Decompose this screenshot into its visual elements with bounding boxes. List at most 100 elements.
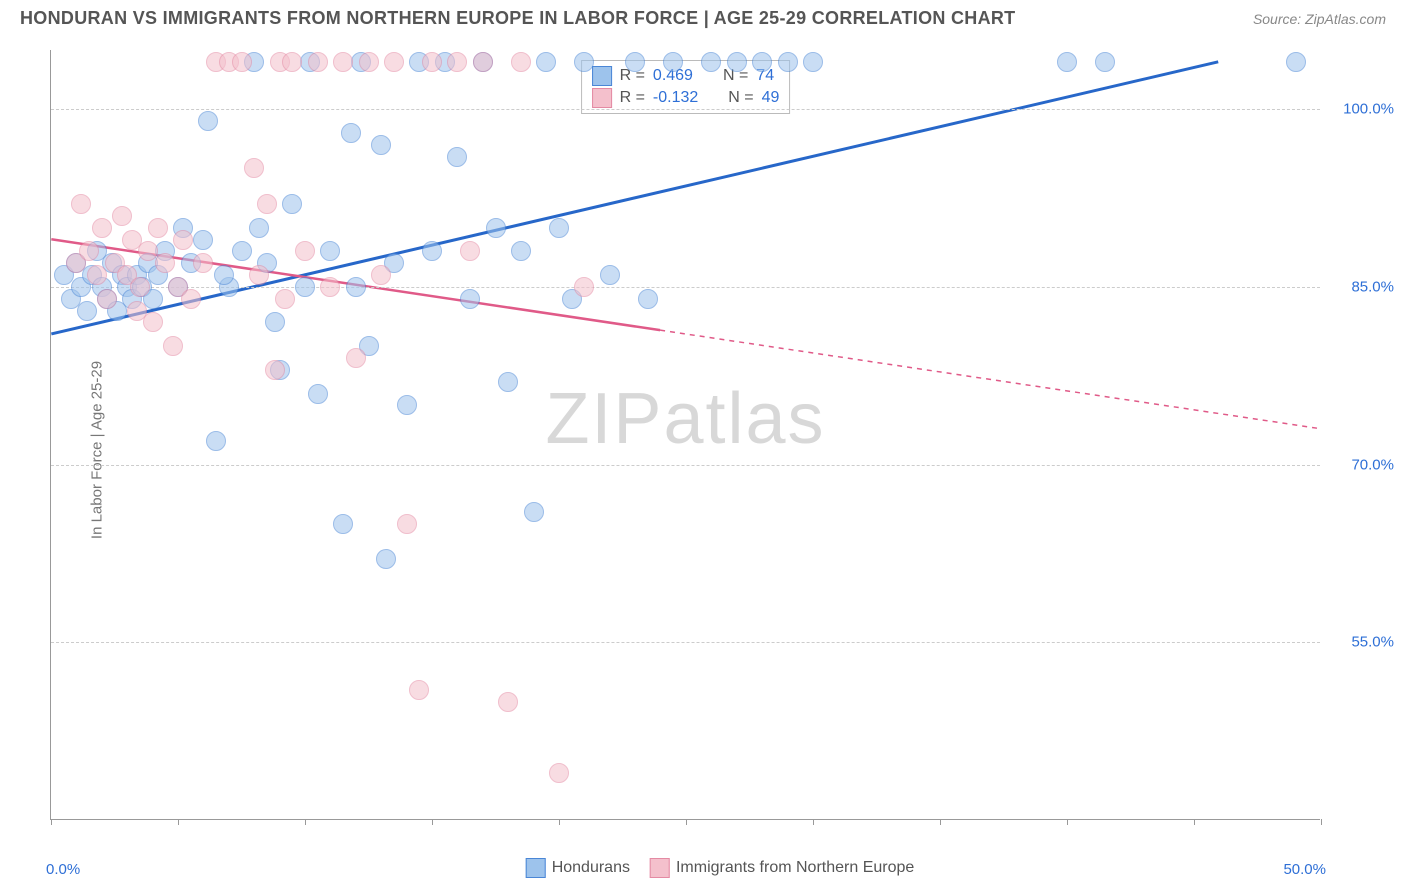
data-point (232, 52, 252, 72)
gridline-h (51, 465, 1320, 466)
data-point (77, 301, 97, 321)
legend-series-label: Immigrants from Northern Europe (676, 859, 914, 877)
data-point (663, 52, 683, 72)
data-point (498, 692, 518, 712)
data-point (127, 301, 147, 321)
data-point (460, 289, 480, 309)
data-point (198, 111, 218, 131)
data-point (511, 241, 531, 261)
data-point (384, 52, 404, 72)
y-tick-label: 55.0% (1351, 634, 1394, 651)
legend-n-value: 49 (762, 89, 780, 107)
data-point (346, 348, 366, 368)
gridline-h (51, 642, 1320, 643)
data-point (600, 265, 620, 285)
data-point (803, 52, 823, 72)
chart-title: HONDURAN VS IMMIGRANTS FROM NORTHERN EUR… (20, 8, 1015, 29)
data-point (130, 277, 150, 297)
data-point (524, 502, 544, 522)
data-point (79, 241, 99, 261)
legend-corr-row: R = 0.469N = 74 (592, 65, 780, 87)
x-tick (1321, 819, 1322, 825)
legend-corr-row: R = -0.132 N = 49 (592, 87, 780, 109)
data-point (1095, 52, 1115, 72)
x-tick (940, 819, 941, 825)
data-point (422, 52, 442, 72)
data-point (308, 384, 328, 404)
x-tick (178, 819, 179, 825)
plot-area: ZIPatlas R = 0.469N = 74 R = -0.132 N = 49… (50, 50, 1320, 820)
data-point (701, 52, 721, 72)
data-point (549, 218, 569, 238)
legend-r-value: -0.132 (653, 89, 698, 107)
data-point (778, 52, 798, 72)
data-point (282, 52, 302, 72)
data-point (92, 218, 112, 238)
data-point (1057, 52, 1077, 72)
data-point (460, 241, 480, 261)
data-point (275, 289, 295, 309)
data-point (232, 241, 252, 261)
x-tick (51, 819, 52, 825)
data-point (163, 336, 183, 356)
data-point (625, 52, 645, 72)
data-point (181, 289, 201, 309)
trendline-dashed (660, 330, 1320, 428)
legend-swatch (526, 858, 546, 878)
data-point (148, 218, 168, 238)
data-point (409, 680, 429, 700)
y-tick-label: 100.0% (1343, 101, 1394, 118)
data-point (447, 147, 467, 167)
legend-r-label: R = (620, 89, 645, 107)
data-point (249, 265, 269, 285)
x-tick (305, 819, 306, 825)
data-point (473, 52, 493, 72)
data-point (71, 194, 91, 214)
data-point (727, 52, 747, 72)
data-point (371, 265, 391, 285)
data-point (214, 265, 234, 285)
data-point (486, 218, 506, 238)
data-point (549, 763, 569, 783)
y-tick-label: 70.0% (1351, 456, 1394, 473)
legend-swatch (650, 858, 670, 878)
data-point (173, 230, 193, 250)
legend-swatch (592, 66, 612, 86)
data-point (244, 158, 264, 178)
legend-series-item: Immigrants from Northern Europe (650, 858, 914, 878)
legend-swatch (592, 88, 612, 108)
data-point (359, 52, 379, 72)
data-point (138, 241, 158, 261)
x-axis-max-label: 50.0% (1283, 861, 1326, 878)
x-tick (1067, 819, 1068, 825)
watermark: ZIPatlas (545, 378, 825, 460)
data-point (265, 360, 285, 380)
data-point (574, 277, 594, 297)
data-point (320, 241, 340, 261)
legend-n-label: N = (728, 89, 753, 107)
data-point (536, 52, 556, 72)
data-point (265, 312, 285, 332)
gridline-h (51, 287, 1320, 288)
data-point (333, 514, 353, 534)
data-point (112, 206, 132, 226)
data-point (333, 52, 353, 72)
plot-wrap: In Labor Force | Age 25-29 ZIPatlas R = … (50, 50, 1390, 850)
legend-series-item: Hondurans (526, 858, 630, 878)
data-point (397, 514, 417, 534)
data-point (341, 123, 361, 143)
source-label: Source: ZipAtlas.com (1253, 11, 1386, 27)
data-point (447, 52, 467, 72)
legend-series: Hondurans Immigrants from Northern Europe (526, 858, 915, 878)
data-point (574, 52, 594, 72)
data-point (249, 218, 269, 238)
data-point (257, 194, 277, 214)
data-point (346, 277, 366, 297)
data-point (155, 253, 175, 273)
y-tick-label: 85.0% (1351, 278, 1394, 295)
data-point (308, 52, 328, 72)
data-point (320, 277, 340, 297)
trend-lines-svg (51, 50, 1320, 819)
data-point (295, 277, 315, 297)
x-tick (813, 819, 814, 825)
